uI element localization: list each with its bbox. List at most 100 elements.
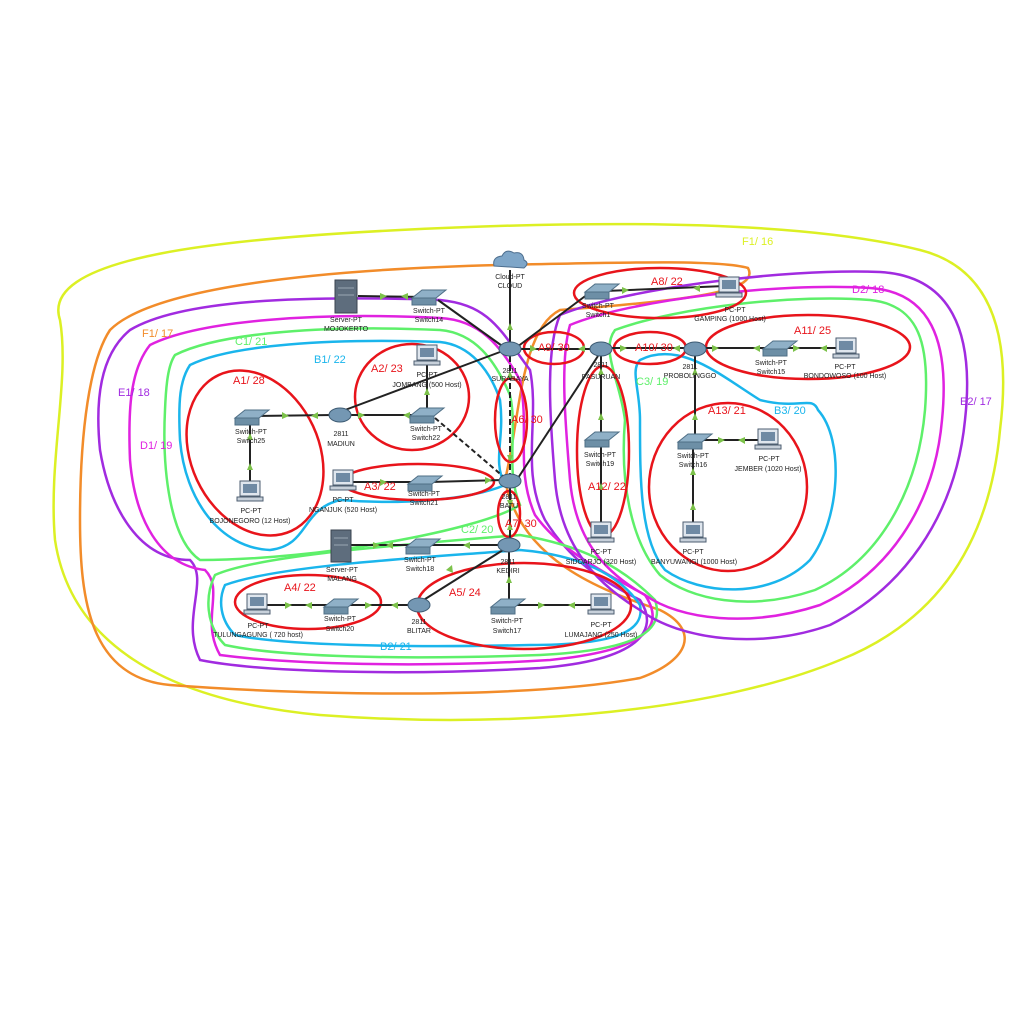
pc-bondowoso-type: PC-PT <box>835 364 857 371</box>
arrow-28 <box>718 437 725 444</box>
arrow-24 <box>598 413 604 420</box>
pc-nganjuk[interactable]: PC-PT NGANJUK (520 Host) <box>309 469 377 514</box>
surabaya-type: 2811 <box>502 368 517 375</box>
switch15[interactable]: Switch-PT Switch15 <box>755 340 799 376</box>
link-madiun-surabaya <box>344 351 501 411</box>
arrow-34 <box>507 500 513 507</box>
pc-jember-type: PC-PT <box>759 456 781 463</box>
switch17-name: Switch17 <box>493 628 522 635</box>
link-switch25-madiun <box>254 414 334 417</box>
switch25-name: Switch25 <box>237 438 266 445</box>
outline-f1-yellow <box>52 222 1005 722</box>
switch14[interactable]: Switch-PT Switch14 <box>410 289 448 324</box>
pc-nganjuk-name: NGANJUK (520 Host) <box>309 507 377 514</box>
batu-name: BATU <box>500 503 518 510</box>
router-kediri[interactable]: 2811 KEDIRI <box>496 537 521 575</box>
ellipse-a1 <box>185 369 325 537</box>
link-status-arrows <box>247 285 827 609</box>
arrow-32 <box>380 479 387 486</box>
arrow-21 <box>247 433 253 440</box>
ellipse-a8 <box>572 266 748 320</box>
arrow-41 <box>568 602 575 609</box>
pc-tulungagung[interactable]: PC-PT TULUNGAGUNG ( 720 host) <box>213 593 303 639</box>
switch21[interactable]: Switch-PT Switch21 <box>406 475 444 507</box>
kediri-name: KEDIRI <box>496 568 519 575</box>
router-surabaya[interactable]: 2811 SURABAYA <box>491 341 529 383</box>
router-icon <box>407 597 431 613</box>
label-a9: A9/ 30 <box>538 342 570 354</box>
router-madiun[interactable]: 2811 MADIUN <box>327 407 355 448</box>
probolinggo-name: PROBOLINGGO <box>664 373 717 380</box>
switch16[interactable]: Switch-PT Switch16 <box>676 433 714 469</box>
switch25-type: Switch-PT <box>235 429 268 436</box>
kediri-type: 2811 <box>500 559 515 566</box>
switch-icon <box>408 407 446 417</box>
router-probolinggo[interactable]: 2811 PROBOLINGGO <box>664 341 717 380</box>
switch22[interactable]: Switch-PT Switch22 <box>408 407 446 442</box>
switch1[interactable]: Switch-PT Switch1 <box>582 283 621 319</box>
switch19-name: Switch19 <box>586 461 615 468</box>
label-a6: A6/ 30 <box>511 414 543 426</box>
outline-e2 <box>548 270 969 641</box>
pc-gamping[interactable]: PC-PT GAMPING (1000 Host) <box>694 276 766 323</box>
link-batu-pasuruan <box>517 355 599 479</box>
router-blitar[interactable]: 2811 BLITAR <box>407 597 431 635</box>
pc-banyuwangi[interactable]: PC-PT BANYUWANGI (1000 Host) <box>651 521 737 566</box>
arrow-12 <box>793 345 800 352</box>
router-icon <box>498 341 522 357</box>
switch20[interactable]: Switch-PT Switch20 <box>322 598 360 633</box>
blitar-type: 2811 <box>411 619 426 626</box>
pc-lumajang[interactable]: PC-PT LUMAJANG (250 Host) <box>565 593 638 639</box>
arrow-36 <box>373 542 380 549</box>
label-c1: C1/ 21 <box>235 336 267 348</box>
cloud-device[interactable]: Cloud-PT CLOUD <box>493 250 528 290</box>
arrow-23 <box>598 368 604 375</box>
switch19[interactable]: Switch-PT Switch19 <box>583 431 621 468</box>
pc-bondowoso-name: BONDOWOSO (100 Host) <box>804 373 886 380</box>
arrow-42 <box>285 602 292 609</box>
switch1-name: Switch1 <box>586 312 611 319</box>
pc-jombang[interactable]: PC-PT JOMBANG (500 Host) <box>392 344 462 389</box>
subnet-outlines <box>52 222 1005 722</box>
link-switch22-batu <box>434 417 506 479</box>
switch25[interactable]: Switch-PT Switch25 <box>233 409 271 445</box>
router-icon <box>683 341 707 357</box>
pc-gamping-type: PC-PT <box>725 307 747 314</box>
arrow-44 <box>365 602 372 609</box>
arrow-25 <box>598 483 604 490</box>
server-icon <box>330 529 352 563</box>
arrow-35 <box>507 523 513 530</box>
label-c3: C3/ 19 <box>636 376 668 388</box>
pc-lumajang-type: PC-PT <box>591 622 613 629</box>
switch16-type: Switch-PT <box>677 453 710 460</box>
ellipse-a2 <box>353 342 471 452</box>
label-d1: D1/ 19 <box>140 440 172 452</box>
pc-lumajang-name: LUMAJANG (250 Host) <box>565 632 638 639</box>
pc-bondowoso[interactable]: PC-PT BONDOWOSO (100 Host) <box>804 337 886 380</box>
arrow-1 <box>507 323 513 330</box>
pc-jember[interactable]: PC-PT JEMBER (1020 Host) <box>735 428 802 473</box>
label-a4: A4/ 22 <box>284 582 316 594</box>
arrow-19 <box>403 412 410 419</box>
madiun-type: 2811 <box>333 431 348 438</box>
router-pasuruan[interactable]: 2811 PASURUAN <box>582 341 620 381</box>
arrow-20 <box>424 388 430 395</box>
switch17[interactable]: Switch-PT Switch17 <box>489 598 527 635</box>
router-batu[interactable]: 2811 BATU <box>498 473 522 510</box>
madiun-name: MADIUN <box>327 441 355 448</box>
label-a13: A13/ 21 <box>708 405 746 417</box>
pc-sidoarjo[interactable]: PC-PT SIDOARJO (320 Host) <box>566 521 636 566</box>
server-mojokerto[interactable]: Server-PT MOJOKERTO <box>324 279 369 333</box>
label-a7: A7/ 30 <box>505 518 537 530</box>
arrow-7 <box>578 345 585 352</box>
cloud-icon <box>493 250 528 269</box>
label-f1-yellow: F1/ 16 <box>742 236 773 248</box>
arrow-13 <box>820 345 827 352</box>
switch-icon <box>410 289 448 299</box>
pc-bojonegoro[interactable]: PC-PT BOJONEGORO (12 Host) <box>210 480 291 525</box>
arrow-45 <box>391 602 398 609</box>
surabaya-name: SURABAYA <box>491 376 528 383</box>
server-malang[interactable]: Server-PT MALANG <box>326 529 359 583</box>
arrow-29 <box>738 437 745 444</box>
switch18[interactable]: Switch-PT Switch18 <box>404 538 442 573</box>
